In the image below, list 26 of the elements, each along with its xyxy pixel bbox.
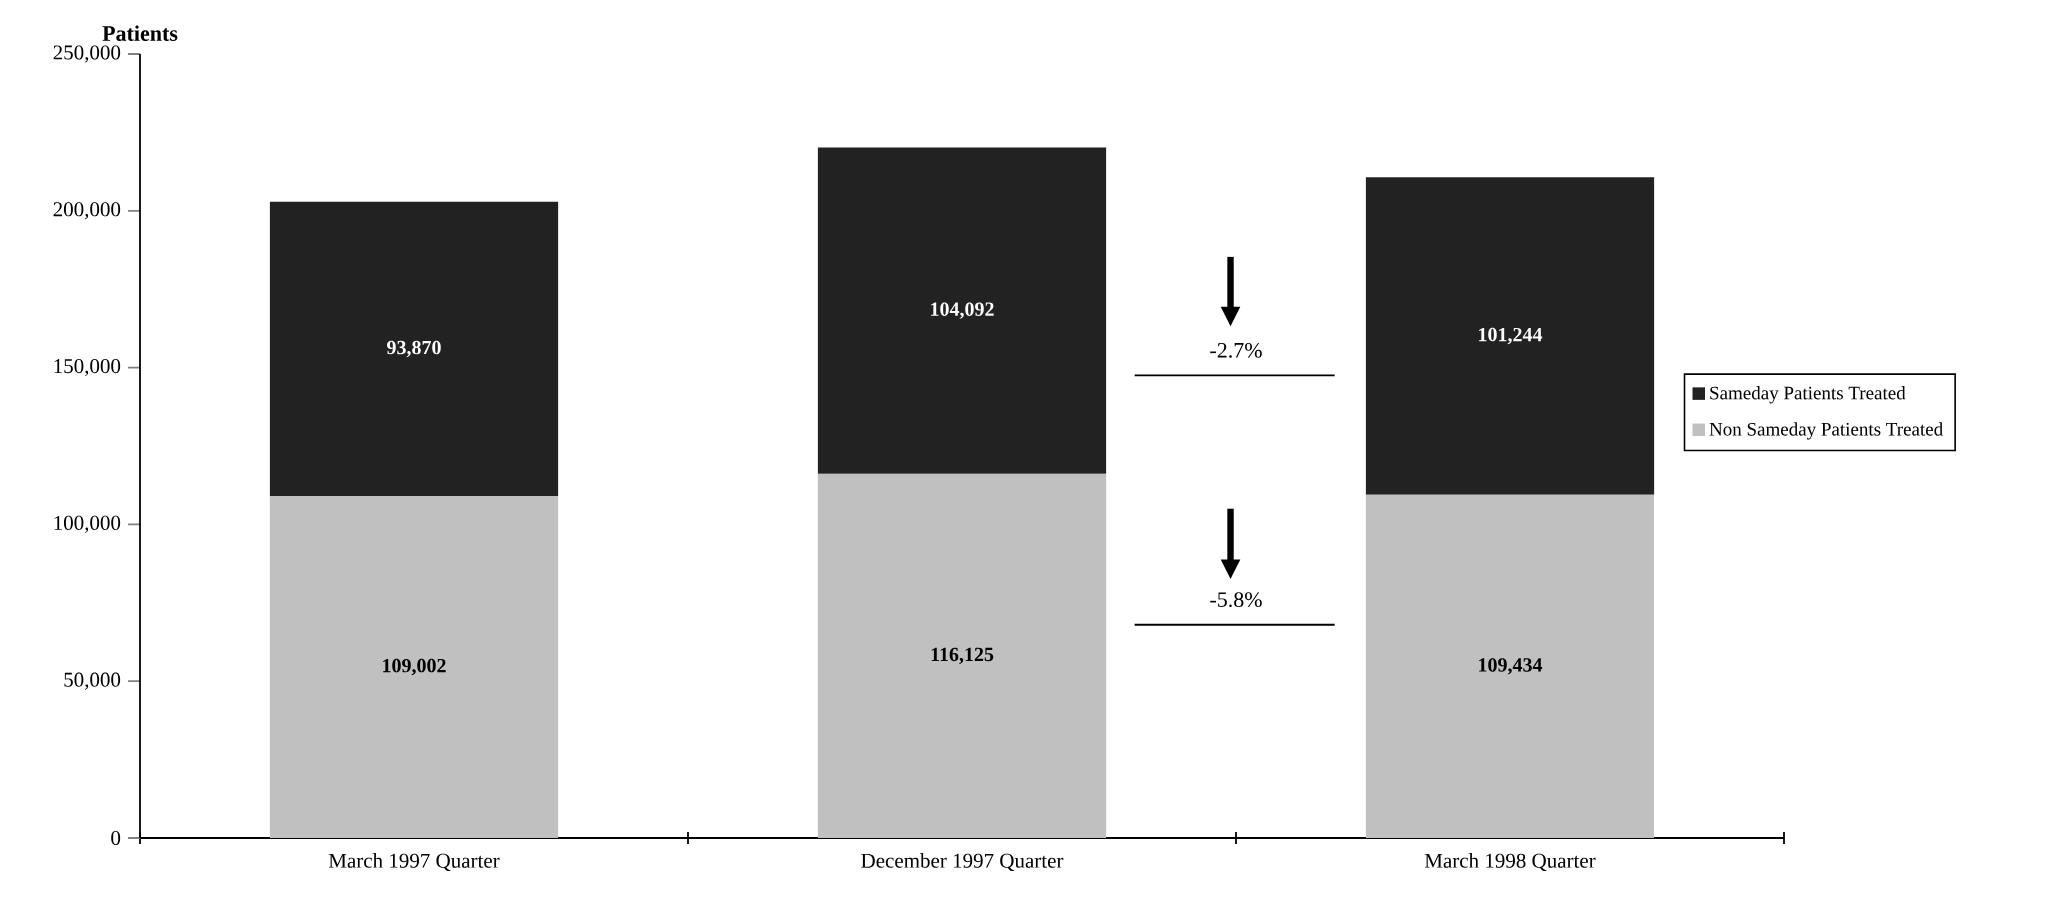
y-tick-label: 250,000 xyxy=(53,45,121,63)
x-tick-label: March 1998 Quarter xyxy=(1424,853,1596,872)
annotation: -2.7% xyxy=(1210,342,1262,358)
data-label: 101,244 xyxy=(1479,327,1543,345)
legend-label: Sameday Patients Treated xyxy=(1710,386,1906,404)
data-label: 109,434 xyxy=(1479,658,1543,675)
bar xyxy=(817,473,1107,838)
y-tick-label: 50,000 xyxy=(64,672,121,690)
data-label: 109,002 xyxy=(383,658,446,676)
x-tick-label: March 1997 Quarter xyxy=(328,853,500,872)
bar xyxy=(1365,177,1655,495)
y-tick-label: 150,000 xyxy=(54,358,121,377)
bar xyxy=(1365,494,1655,838)
bar xyxy=(269,496,559,838)
bar xyxy=(817,147,1107,474)
legend-label: Non Sameday Patients Treated xyxy=(1709,422,1943,440)
y-tick-label: 0 xyxy=(111,830,121,846)
y-tick-label: 200,000 xyxy=(53,202,121,220)
data-label: 104,092 xyxy=(931,302,994,319)
data-label: 116,125 xyxy=(931,647,994,665)
annotation: -5.8% xyxy=(1210,592,1262,608)
data-label: 93,870 xyxy=(387,340,441,358)
y-axis-title: Patients xyxy=(102,25,178,41)
bar xyxy=(269,201,559,497)
y-tick-label: 100,000 xyxy=(54,515,121,533)
x-tick-label: December 1997 Quarter xyxy=(861,853,1064,872)
